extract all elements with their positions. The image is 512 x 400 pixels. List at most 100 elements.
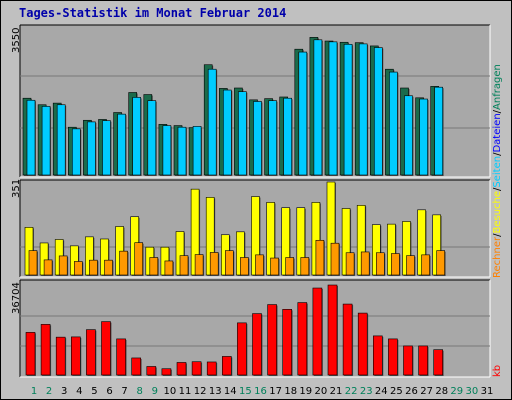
x-tick-label: 17 bbox=[269, 386, 282, 397]
bar-files bbox=[192, 126, 202, 176]
right-legend-top: Rechner/Besuche/Seiten/Dateien/Anfragen bbox=[492, 64, 504, 278]
x-tick-label: 25 bbox=[390, 386, 403, 397]
x-tick-label: 2 bbox=[46, 386, 52, 397]
bar-files bbox=[328, 41, 338, 176]
bar-files bbox=[26, 99, 36, 176]
bar-visits bbox=[179, 255, 189, 276]
bar-visits bbox=[255, 254, 264, 276]
x-tick-label: 10 bbox=[164, 386, 177, 397]
bar-files bbox=[283, 97, 293, 176]
bar-visits bbox=[89, 259, 98, 276]
legend-visits: Besuche bbox=[492, 190, 503, 234]
x-tick-label: 29 bbox=[450, 386, 463, 397]
bar-kbytes bbox=[237, 322, 247, 376]
bar-kbytes bbox=[25, 332, 36, 376]
bar-files bbox=[87, 121, 96, 176]
bar-visits bbox=[285, 257, 295, 276]
x-tick-label: 19 bbox=[299, 386, 312, 397]
bar-visits bbox=[360, 251, 370, 276]
bar-visits bbox=[149, 257, 159, 276]
x-tick-label: 24 bbox=[375, 386, 388, 397]
x-tick-label: 31 bbox=[481, 386, 494, 397]
bar-kbytes bbox=[282, 309, 293, 376]
bar-files bbox=[56, 104, 66, 176]
legend-files: Dateien bbox=[492, 113, 503, 153]
bar-files bbox=[373, 47, 383, 176]
bar-visits bbox=[164, 260, 174, 276]
bar-kbytes bbox=[176, 362, 187, 376]
bar-files bbox=[72, 128, 81, 176]
x-tick-label: 9 bbox=[152, 386, 158, 397]
bar-files bbox=[177, 126, 187, 176]
bar-files bbox=[238, 91, 247, 176]
bar-visits bbox=[436, 250, 446, 276]
ytick-pages-max: 351 bbox=[11, 178, 22, 198]
x-tick-label: 12 bbox=[194, 386, 207, 397]
bar-kbytes bbox=[71, 336, 81, 376]
x-tick-label: 3 bbox=[61, 386, 67, 397]
x-tick-label: 22 bbox=[345, 386, 358, 397]
bar-kbytes bbox=[357, 312, 368, 376]
x-tick-label: 13 bbox=[209, 386, 222, 397]
x-tick-label: 18 bbox=[284, 386, 297, 397]
bar-files bbox=[147, 100, 157, 176]
bar-visits bbox=[240, 257, 249, 276]
bar-visits bbox=[28, 250, 38, 276]
bar-visits bbox=[134, 242, 143, 276]
legend-sep: / bbox=[492, 187, 503, 191]
bar-kbytes bbox=[222, 356, 232, 376]
x-tick-label: 1 bbox=[31, 386, 37, 397]
bar-kbytes bbox=[403, 345, 413, 376]
x-tick-label: 11 bbox=[179, 386, 192, 397]
x-tick-label: 27 bbox=[420, 386, 433, 397]
bar-kbytes bbox=[433, 349, 444, 376]
bar-files bbox=[102, 120, 111, 176]
right-legend-kb: kb bbox=[492, 364, 503, 377]
bar-files bbox=[434, 86, 444, 176]
bar-kbytes bbox=[327, 284, 338, 376]
legend-sep: / bbox=[492, 109, 503, 114]
bar-visits bbox=[43, 259, 53, 276]
legend-hits: Anfragen bbox=[492, 64, 503, 110]
bar-visits bbox=[300, 257, 310, 276]
bar-files bbox=[207, 68, 217, 176]
bar-visits bbox=[225, 250, 234, 276]
x-tick-label: 4 bbox=[76, 386, 82, 397]
bar-visits bbox=[104, 259, 113, 276]
x-tick-label: 15 bbox=[239, 386, 252, 397]
x-tick-label: 7 bbox=[121, 386, 127, 397]
bar-visits bbox=[270, 257, 279, 276]
bar-visits bbox=[194, 254, 204, 276]
bar-visits bbox=[119, 250, 128, 276]
bar-kbytes bbox=[267, 304, 277, 376]
bar-visits bbox=[391, 253, 400, 276]
bar-kbytes bbox=[40, 324, 51, 376]
bar-files bbox=[313, 39, 323, 176]
legend-pages: Seiten bbox=[492, 155, 503, 188]
bar-visits bbox=[406, 255, 415, 276]
bar-files bbox=[298, 51, 308, 176]
bar-files bbox=[253, 101, 262, 176]
bar-visits bbox=[375, 252, 385, 276]
bar-files bbox=[419, 98, 428, 176]
bar-visits bbox=[74, 261, 83, 276]
bar-kbytes bbox=[86, 329, 96, 376]
bar-kbytes bbox=[252, 313, 262, 376]
chart-title: Tages-Statistik im Monat Februar 2014 bbox=[19, 6, 287, 20]
bar-kbytes bbox=[418, 345, 428, 376]
bar-files bbox=[358, 43, 368, 176]
x-tick-label: 23 bbox=[360, 386, 373, 397]
bar-kbytes bbox=[161, 368, 172, 376]
legend-sep: / bbox=[492, 233, 503, 237]
bar-kbytes bbox=[388, 338, 398, 376]
bar-kbytes bbox=[297, 302, 308, 376]
bar-visits bbox=[58, 255, 68, 276]
bar-visits bbox=[209, 252, 219, 276]
bar-kbytes bbox=[146, 366, 157, 376]
bar-files bbox=[162, 125, 172, 176]
legend-sites: Rechner bbox=[492, 236, 503, 278]
x-tick-label: 21 bbox=[330, 386, 343, 397]
bar-kbytes bbox=[55, 336, 66, 376]
x-tick-label: 5 bbox=[91, 386, 97, 397]
